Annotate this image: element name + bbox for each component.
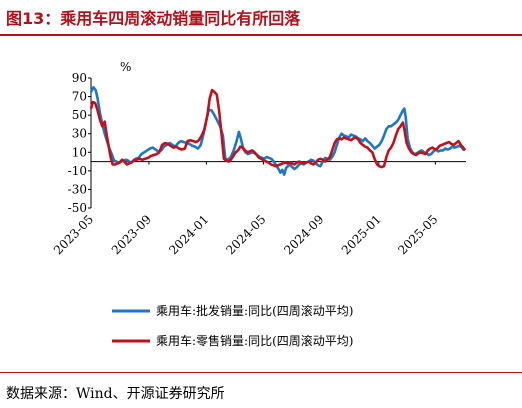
legend: 乘用车:批发销量:同比(四周滚动平均) 乘用车:零售销量:同比(四周滚动平均) <box>112 303 353 348</box>
footer-rule <box>0 372 522 373</box>
x-tick-label: 2024-01 <box>166 212 211 257</box>
y-tick-label: 10 <box>72 145 87 159</box>
x-tick-label: 2025-01 <box>339 212 384 257</box>
series-line-1 <box>89 86 466 176</box>
series-lines <box>89 86 467 176</box>
y-tick-label: 90 <box>72 71 87 85</box>
y-tick-label: -30 <box>68 182 87 196</box>
x-tick-label: 2024-05 <box>223 212 268 257</box>
legend-label-1: 乘用车:批发销量:同比(四周滚动平均) <box>156 303 353 318</box>
y-tick-label: -10 <box>68 164 87 178</box>
x-tick-label: 2023-05 <box>51 212 96 257</box>
y-tick-label: 50 <box>72 108 87 122</box>
title-rule <box>0 34 522 36</box>
x-tick-label: 2025-05 <box>395 212 440 257</box>
legend-label-2: 乘用车:零售销量:同比(四周滚动平均) <box>156 333 353 348</box>
y-tick-label: 30 <box>72 127 87 141</box>
x-tick-label: 2024-09 <box>281 212 326 257</box>
y-axis-unit: % <box>120 60 131 74</box>
y-tick-label: -50 <box>68 201 87 215</box>
y-tick-label: 70 <box>72 90 87 104</box>
series-line-2 <box>89 88 467 169</box>
source-note: 数据来源：Wind、开源证券研究所 <box>6 386 225 402</box>
chart-title: 图13：乘用车四周滚动销量同比有所回落 <box>6 9 301 28</box>
x-tick-label: 2023-09 <box>109 212 154 257</box>
